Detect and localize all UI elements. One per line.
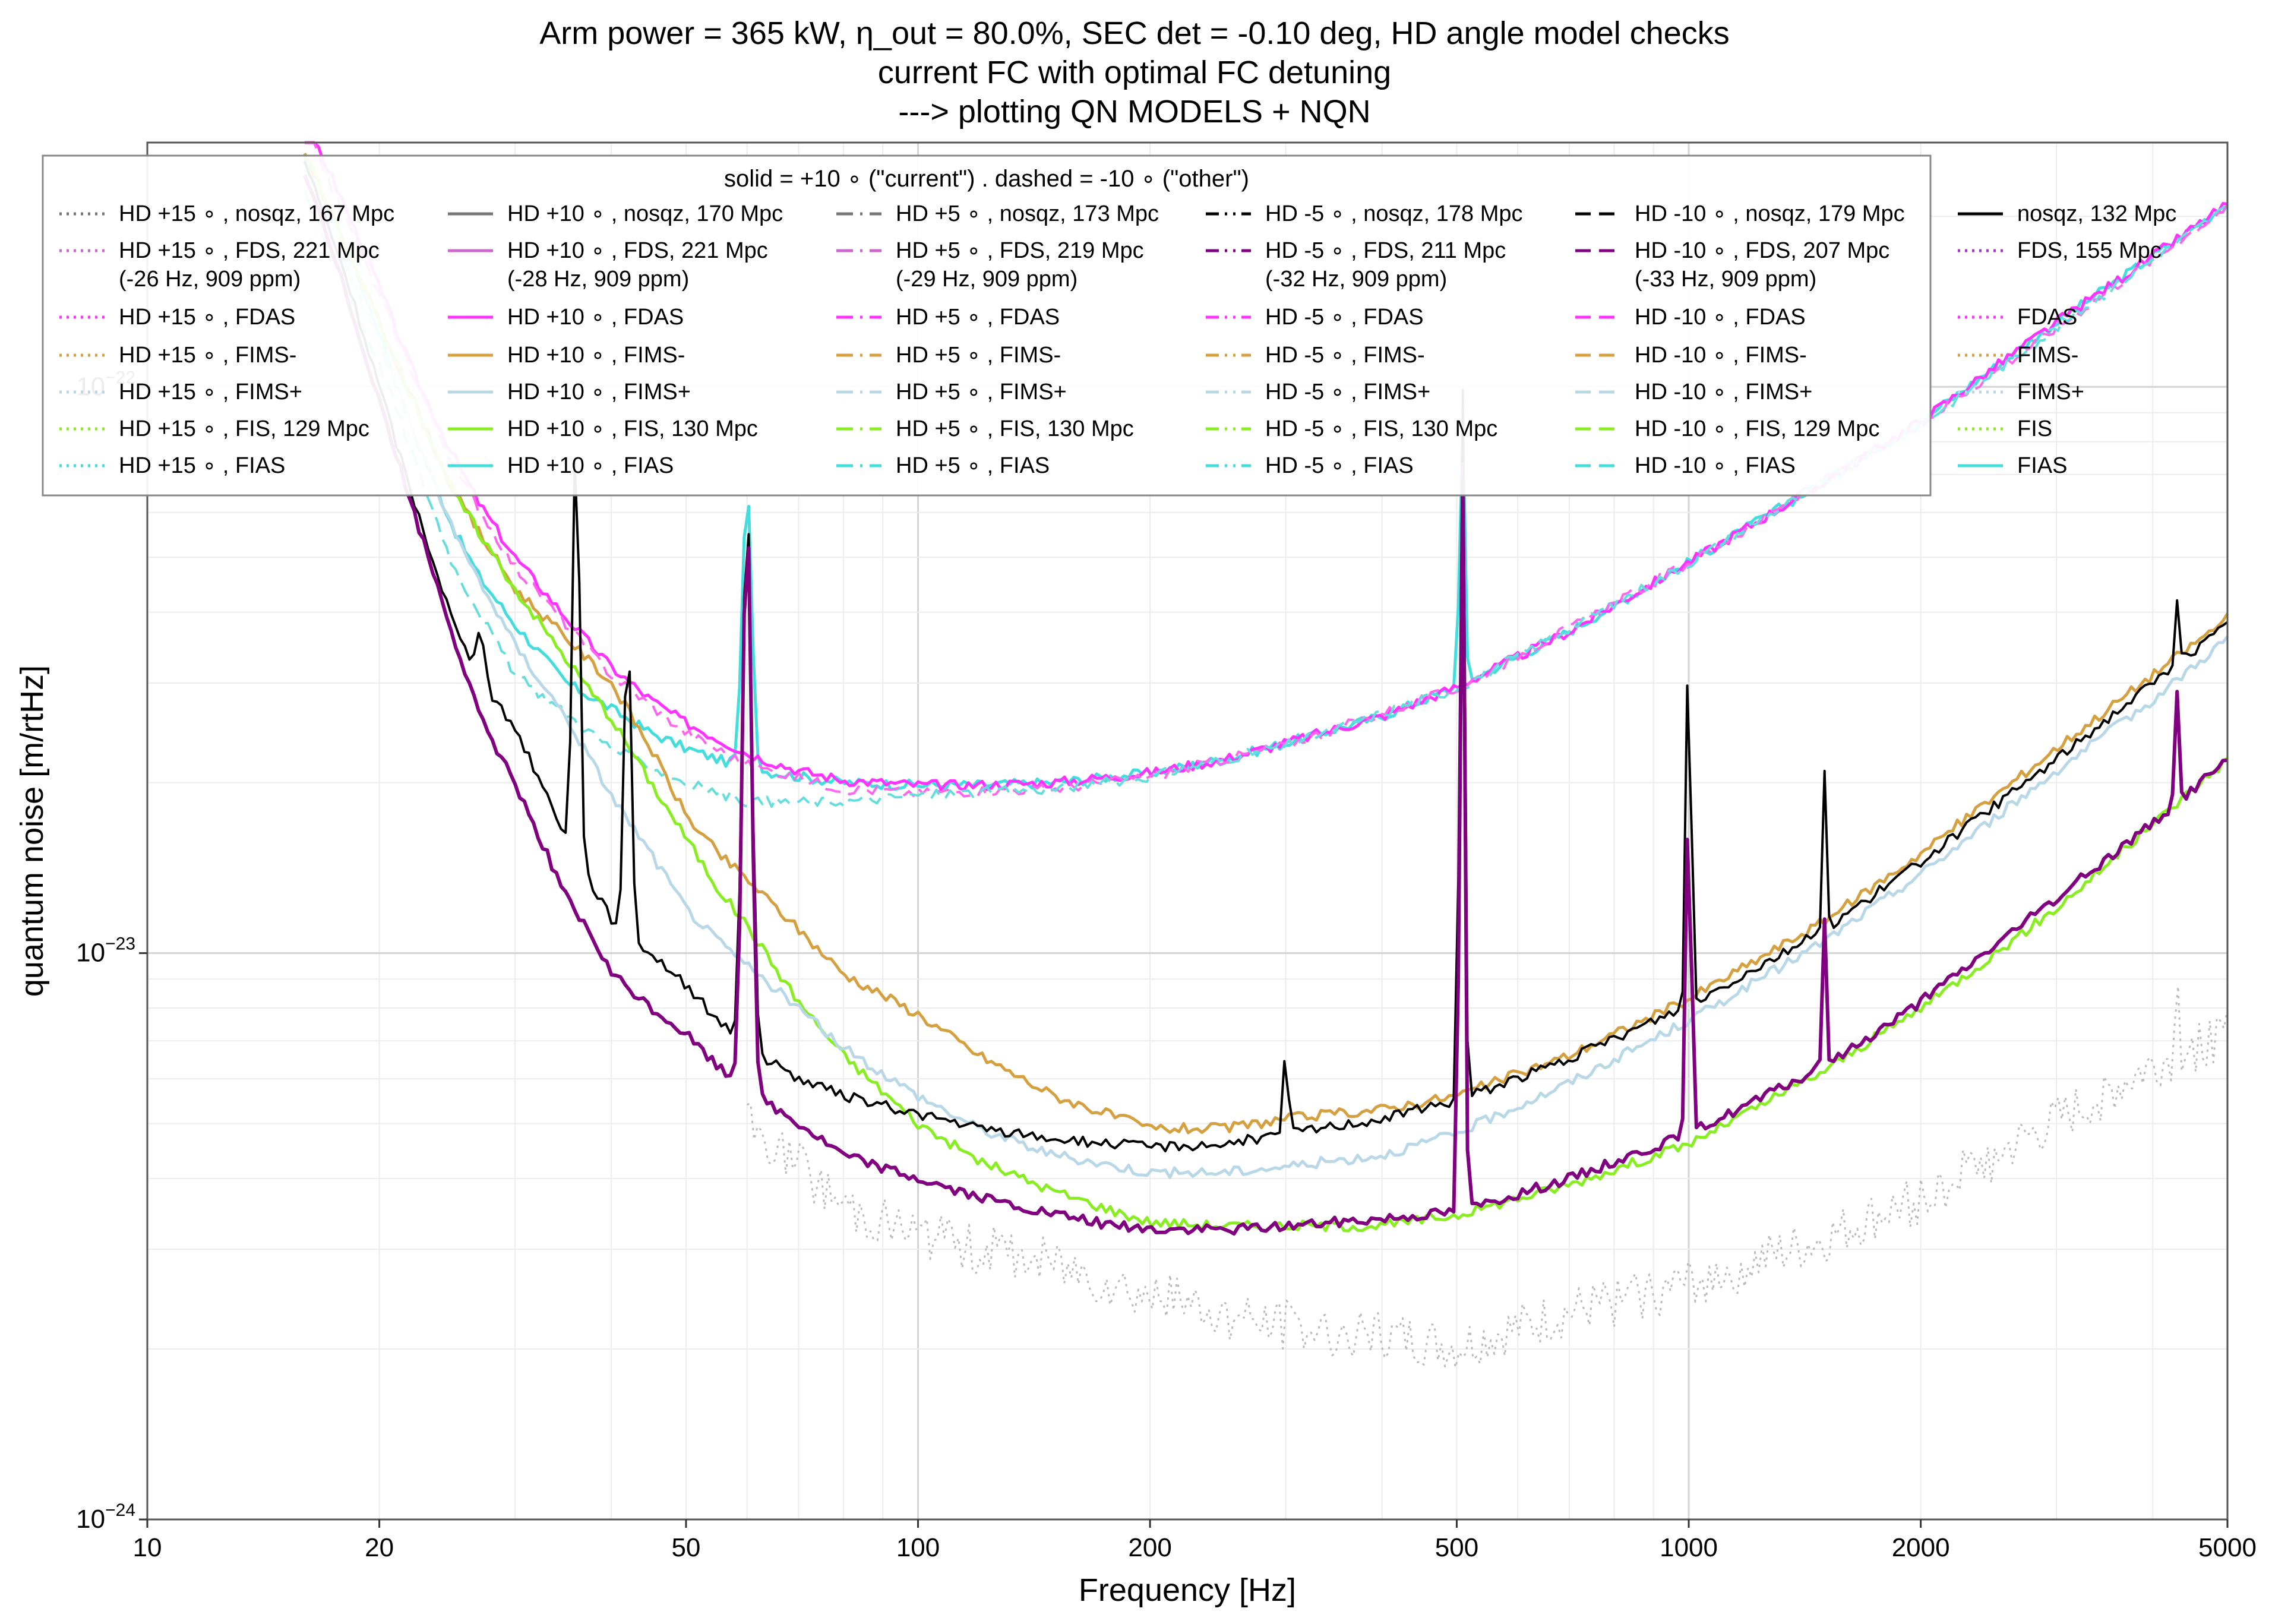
legend-label: HD +10 ∘ , FDS, 221 Mpc (-28 Hz, 909 ppm) [507, 238, 768, 292]
legend-label: HD -10 ∘ , FDAS [1635, 305, 1806, 330]
legend-label: FDS, 155 Mpc [2017, 238, 2162, 263]
x-axis-label: Frequency [Hz] [1079, 1572, 1296, 1608]
x-tick-label: 500 [1435, 1533, 1478, 1562]
legend-label: FIS [2017, 416, 2052, 441]
legend: solid = +10 ∘ ("current") . dashed = -10… [42, 154, 2176, 497]
legend-label: HD +10 ∘ , nosqz, 170 Mpc [507, 201, 783, 226]
plot-frame [146, 141, 2229, 1521]
series-hd-10-fims [303, 168, 2229, 1179]
legend-label: HD +15 ∘ , FIS, 129 Mpc [119, 416, 369, 441]
legend-label: HD +5 ∘ , FIS, 130 Mpc [896, 416, 1134, 441]
legend-label: HD +15 ∘ , FDS, 221 Mpc (-26 Hz, 909 ppm) [119, 238, 380, 292]
legend-label: HD -10 ∘ , FIMS- [1635, 343, 1807, 368]
legend-label: HD -5 ∘ , FIMS- [1265, 343, 1425, 368]
legend-box [42, 154, 1932, 497]
legend-label: FIMS- [2017, 343, 2078, 368]
legend-label: HD +5 ∘ , FIMS+ [896, 380, 1067, 405]
x-tick-label: 50 [671, 1533, 700, 1562]
x-axis-ticks: 10 20 50 100 200 500 1000 2000 5000 [133, 1519, 2257, 1562]
legend-label: HD +10 ∘ , FIAS [507, 453, 674, 478]
x-tick-label: 2000 [1892, 1533, 1950, 1562]
x-tick-label: 200 [1128, 1533, 1171, 1562]
chart-title: Arm power = 365 kW, η_out = 80.0%, SEC d… [539, 15, 1730, 129]
legend-label: HD +15 ∘ , FIMS- [119, 343, 296, 368]
x-tick-label: 1000 [1660, 1533, 1718, 1562]
legend-label: HD +5 ∘ , FIAS [896, 453, 1050, 478]
series-layer [303, 141, 2229, 1369]
series-hd-5-fds-211-mpc [303, 175, 2228, 1236]
legend-label: HD +10 ∘ , FDAS [507, 305, 684, 330]
legend-label: HD +5 ∘ , FDAS [896, 305, 1060, 330]
legend-entries: HD +15 ∘ , nosqz, 167 Mpc HD +15 ∘ , FDS,… [59, 201, 2176, 478]
legend-label: HD -5 ∘ , nosqz, 178 Mpc [1265, 201, 1523, 226]
legend-label: HD -5 ∘ , FIS, 130 Mpc [1265, 416, 1497, 441]
title-line-3: ---> plotting QN MODELS + NQN [898, 94, 1370, 129]
legend-label: HD +5 ∘ , nosqz, 173 Mpc [896, 201, 1159, 226]
legend-label: HD -10 ∘ , FIMS+ [1635, 380, 1812, 405]
legend-label: HD +5 ∘ , FIMS- [896, 343, 1061, 368]
legend-label: HD +10 ∘ , FIMS- [507, 343, 685, 368]
legend-label: HD -5 ∘ , FDAS [1265, 305, 1424, 330]
legend-label: HD +15 ∘ , nosqz, 167 Mpc [119, 201, 394, 226]
title-line-2: current FC with optimal FC detuning [878, 55, 1391, 90]
x-tick-label: 100 [896, 1533, 940, 1562]
x-tick-label: 10 [133, 1533, 162, 1562]
legend-label: HD +15 ∘ , FDAS [119, 305, 295, 330]
y-tick-label: 10−24 [76, 1500, 135, 1534]
legend-label: HD +15 ∘ , FIMS+ [119, 380, 302, 405]
legend-label: HD -10 ∘ , FIS, 129 Mpc [1635, 416, 1879, 441]
title-line-1: Arm power = 365 kW, η_out = 80.0%, SEC d… [539, 15, 1730, 51]
legend-label: nosqz, 132 Mpc [2017, 201, 2176, 226]
legend-label: HD -10 ∘ , FIAS [1635, 453, 1796, 478]
legend-label: HD -5 ∘ , FDS, 211 Mpc (-32 Hz, 909 ppm) [1265, 238, 1506, 292]
legend-label: HD -10 ∘ , FDS, 207 Mpc (-33 Hz, 909 ppm) [1635, 238, 1889, 292]
legend-label: HD -10 ∘ , nosqz, 179 Mpc [1635, 201, 1905, 226]
legend-label: HD -5 ∘ , FIMS+ [1265, 380, 1430, 405]
legend-label: FIAS [2017, 453, 2067, 478]
legend-label: FIMS+ [2017, 380, 2084, 405]
x-tick-label: 20 [365, 1533, 394, 1562]
legend-label: HD +10 ∘ , FIS, 130 Mpc [507, 416, 758, 441]
legend-label: FDAS [2017, 305, 2077, 330]
legend-label: HD +15 ∘ , FIAS [119, 453, 285, 478]
legend-title: solid = +10 ∘ ("current") . dashed = -10… [724, 166, 1249, 192]
series-nosqz-132-mpc [304, 161, 2229, 1152]
y-axis-label: quantum noise [m/rtHz] [14, 665, 50, 997]
x-tick-label: 5000 [2198, 1533, 2257, 1562]
y-tick-label: 10−23 [76, 934, 135, 968]
legend-label: HD -5 ∘ , FIAS [1265, 453, 1414, 478]
legend-label: HD +10 ∘ , FIMS+ [507, 380, 691, 405]
legend-label: HD +5 ∘ , FDS, 219 Mpc (-29 Hz, 909 ppm) [896, 238, 1144, 292]
